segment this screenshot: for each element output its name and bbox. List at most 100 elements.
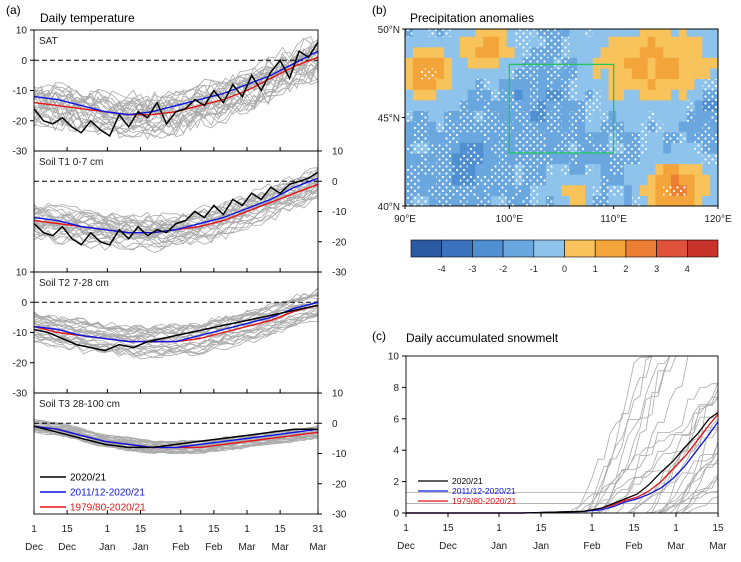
- colorbar-swatch: [564, 239, 596, 258]
- anomaly-cell: [710, 195, 718, 206]
- anomaly-cell: [420, 174, 429, 186]
- anomaly-cell: [467, 46, 476, 58]
- significance-stipple: [444, 174, 453, 186]
- y-tick-label: -30: [332, 510, 347, 521]
- anomaly-cell: [467, 67, 476, 80]
- anomaly-cell: [459, 78, 469, 90]
- reference-year-line: [33, 193, 319, 248]
- significance-stipple: [483, 131, 492, 143]
- significance-stipple: [561, 131, 570, 143]
- anomaly-cell: [686, 152, 696, 165]
- anomaly-cell: [506, 46, 516, 58]
- significance-stipple: [577, 99, 586, 111]
- anomaly-cell: [467, 89, 476, 101]
- anomaly-cell: [655, 36, 664, 48]
- anomaly-cell: [671, 36, 680, 48]
- anomaly-cell: [412, 89, 422, 101]
- significance-stipple: [639, 121, 649, 133]
- anomaly-cell: [467, 195, 476, 206]
- anomaly-cell: [412, 152, 422, 165]
- anomaly-cell: [639, 152, 649, 165]
- significance-stipple: [498, 195, 508, 206]
- significance-stipple: [678, 184, 688, 196]
- anomaly-cell: [420, 36, 429, 48]
- anomaly-cell: [475, 99, 484, 111]
- anomaly-cell: [600, 152, 609, 165]
- series-line: [406, 411, 719, 514]
- y-tick-label: -30: [13, 147, 28, 158]
- y-tick-label: 10: [16, 26, 28, 37]
- significance-stipple: [639, 142, 649, 154]
- reference-year-line: [33, 430, 319, 455]
- anomaly-cell: [514, 195, 523, 206]
- significance-stipple: [451, 184, 461, 196]
- significance-stipple: [663, 184, 672, 196]
- y-tick-label: 6: [393, 414, 399, 425]
- reference-year-line: [33, 429, 319, 455]
- significance-stipple: [624, 152, 633, 165]
- anomaly-cell: [663, 57, 672, 69]
- y-tick-label: -10: [13, 328, 28, 339]
- anomaly-cell: [428, 110, 437, 122]
- significance-stipple: [522, 36, 531, 48]
- significance-stipple: [420, 131, 429, 143]
- reference-year-line: [33, 171, 319, 225]
- significance-stipple: [522, 67, 531, 80]
- significance-stipple: [412, 121, 422, 133]
- significance-stipple: [514, 99, 523, 111]
- anomaly-cell: [475, 67, 484, 80]
- anomaly-cell: [514, 46, 523, 58]
- anomaly-cell: [655, 142, 664, 154]
- anomaly-cell: [592, 152, 602, 165]
- reference-year-line: [33, 293, 319, 332]
- significance-stipple: [538, 99, 547, 111]
- anomaly-cell: [459, 67, 469, 80]
- anomaly-cell: [451, 89, 461, 101]
- anomaly-cell: [678, 89, 688, 101]
- significance-stipple: [405, 163, 414, 175]
- anomaly-cell: [436, 67, 445, 80]
- reference-year-line: [33, 310, 319, 352]
- anomaly-cell: [616, 99, 625, 111]
- x-tick-label: Jan: [99, 542, 115, 553]
- anomaly-cell: [624, 57, 633, 69]
- anomaly-cell: [577, 89, 586, 101]
- anomaly-cell: [585, 78, 594, 90]
- y-tick-label: -20: [13, 358, 28, 369]
- colorbar-swatch: [533, 239, 565, 258]
- anomaly-cell: [686, 57, 696, 69]
- series-line: [33, 50, 319, 116]
- anomaly-cell: [600, 67, 609, 80]
- x-tick-label: Dec: [58, 542, 76, 553]
- anomaly-cell: [585, 46, 594, 58]
- anomaly-cell: [585, 152, 594, 165]
- anomaly-cell: [678, 36, 688, 48]
- significance-stipple: [444, 142, 453, 154]
- anomaly-cell: [694, 46, 703, 58]
- anomaly-cell: [624, 121, 633, 133]
- anomaly-cell: [624, 89, 633, 101]
- anomaly-cell: [592, 121, 602, 133]
- anomaly-cell: [553, 174, 563, 186]
- significance-stipple: [592, 195, 602, 206]
- anomaly-cell: [655, 195, 664, 206]
- anomaly-cell: [405, 78, 414, 90]
- significance-stipple: [436, 195, 445, 206]
- reference-year-line: [33, 181, 319, 239]
- anomaly-cell: [647, 46, 656, 58]
- significance-stipple: [569, 152, 578, 165]
- anomaly-cell: [444, 46, 453, 58]
- panel-b-precipitation-map: 90°E 100°E 110°E 120°E 50°N 45°N 40°N -4 -3 -2 -1 0…: [378, 25, 732, 274]
- significance-stipple: [444, 121, 453, 133]
- anomaly-cell: [608, 110, 617, 122]
- anomaly-cell: [678, 99, 688, 111]
- anomaly-cell: [678, 57, 688, 69]
- anomaly-cell: [553, 163, 563, 175]
- significance-stipple: [530, 89, 539, 101]
- y-tick-label: -30: [332, 268, 347, 279]
- significance-stipple: [639, 131, 649, 143]
- significance-stipple: [405, 195, 414, 206]
- anomaly-cell: [694, 174, 703, 186]
- significance-stipple: [694, 142, 703, 154]
- significance-stipple: [561, 46, 570, 58]
